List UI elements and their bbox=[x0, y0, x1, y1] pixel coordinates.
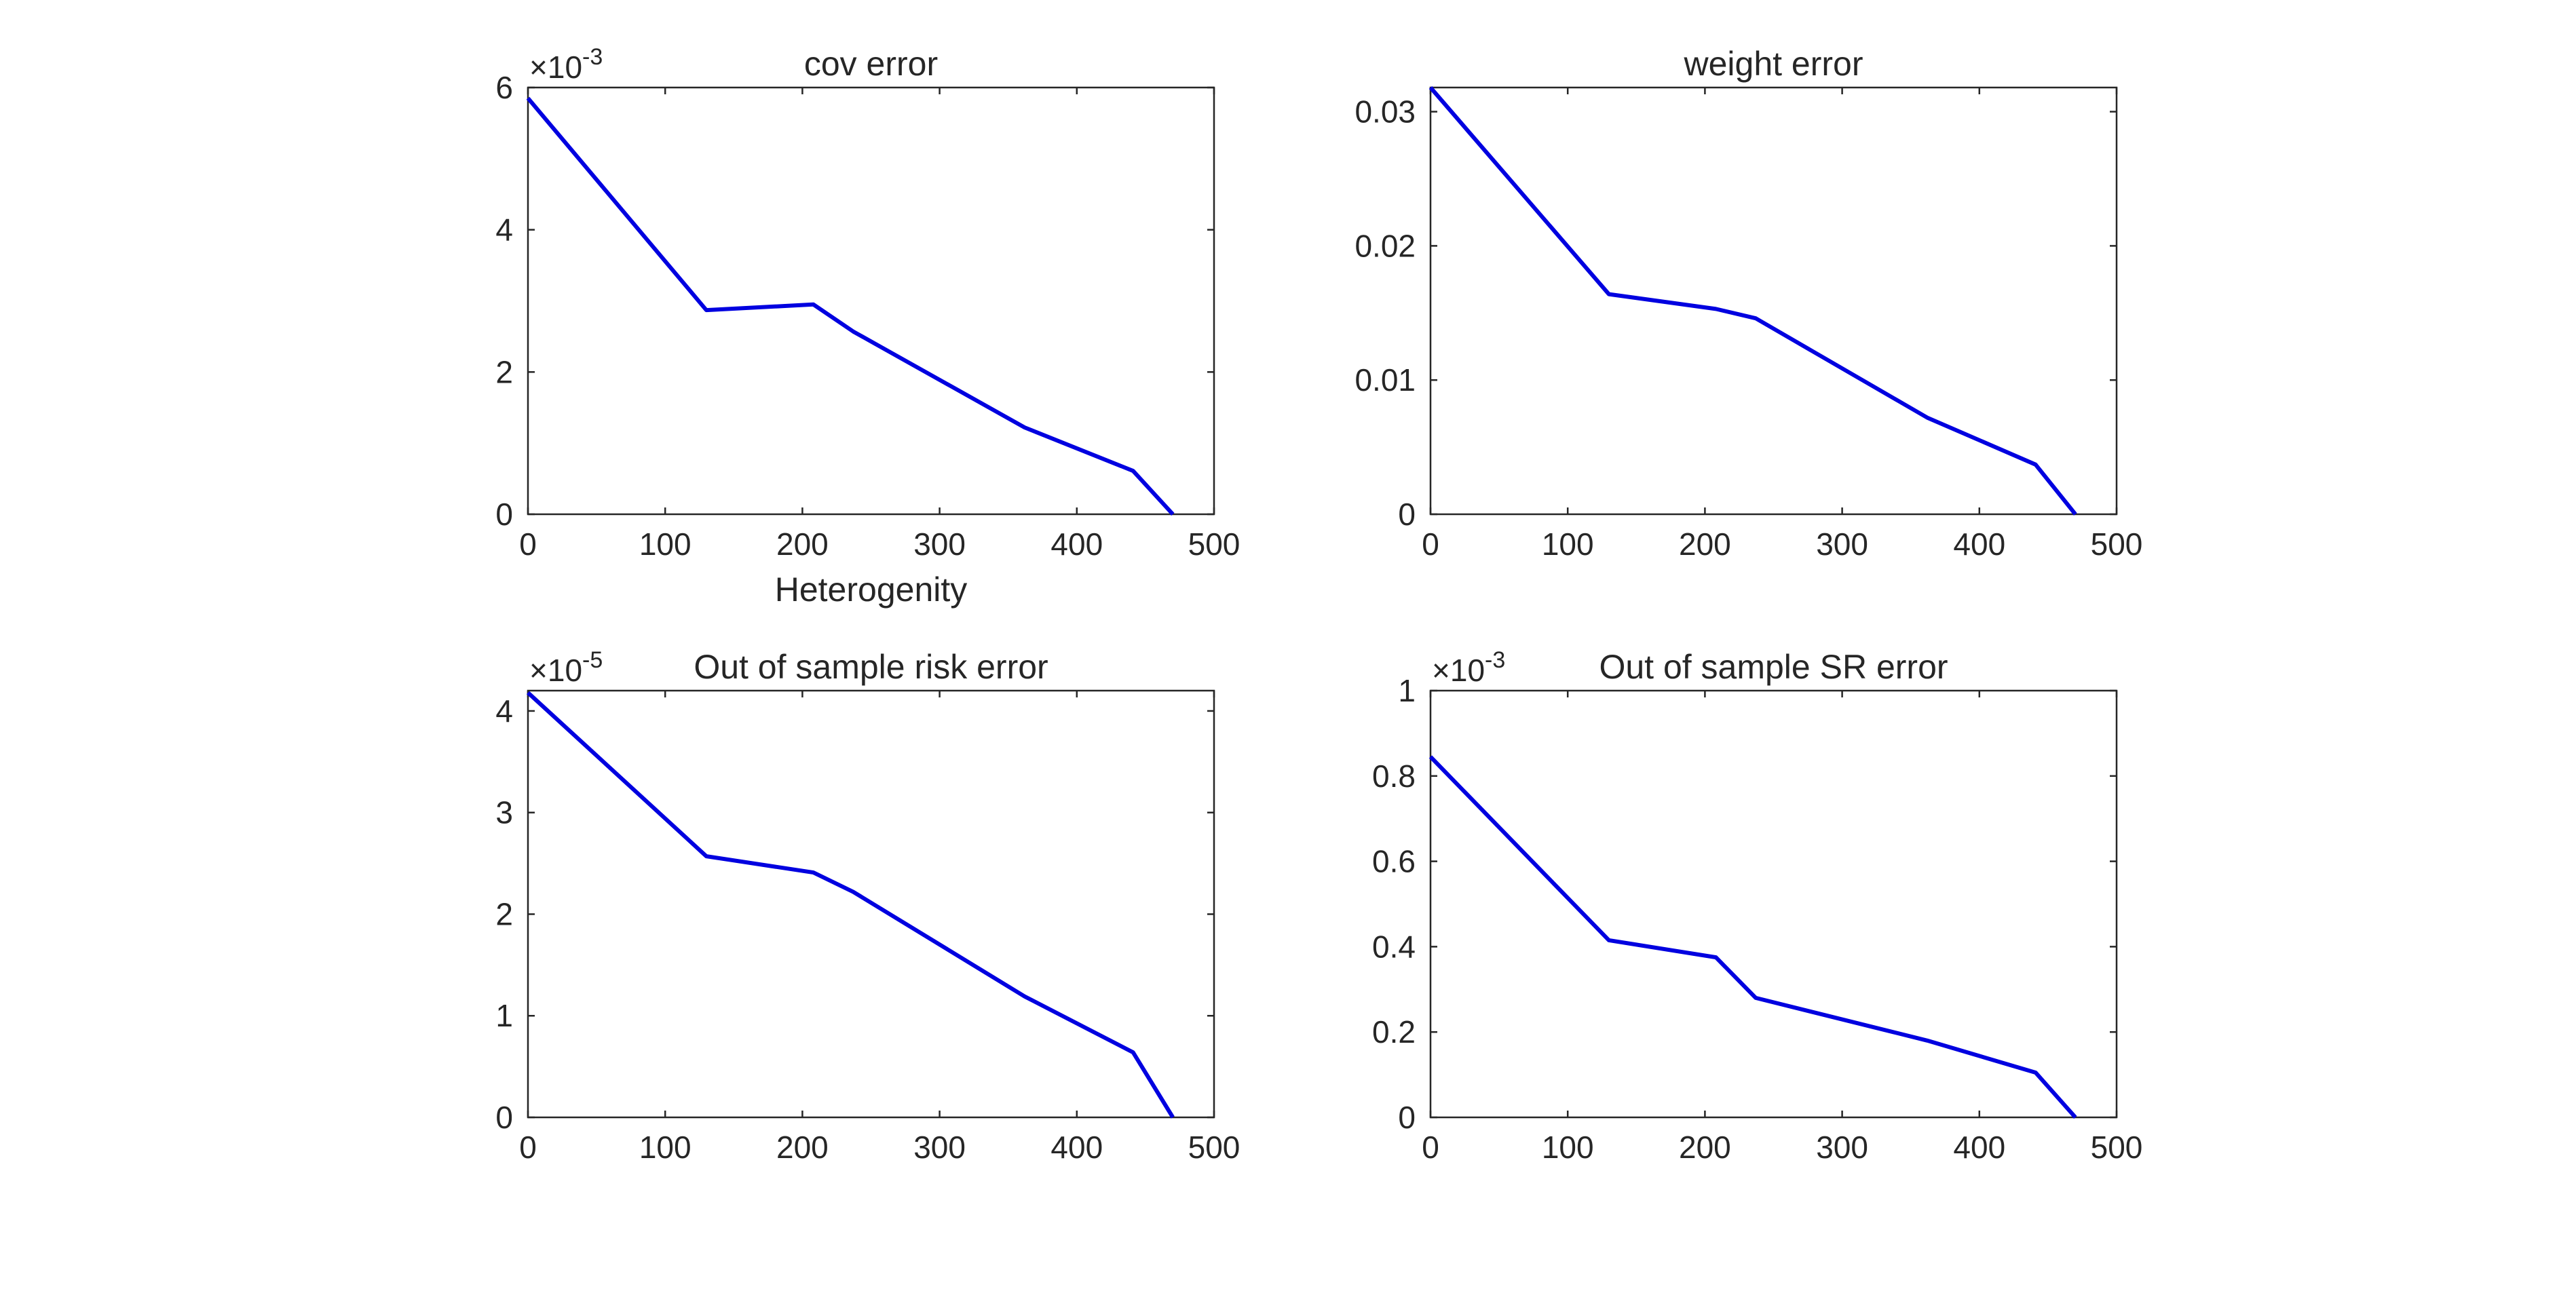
axes-box bbox=[1429, 86, 2118, 516]
x-tick-label: 400 bbox=[1050, 1130, 1103, 1165]
x-tick-label: 100 bbox=[1542, 526, 1594, 562]
axes-box bbox=[1429, 689, 2118, 1119]
x-tick-label: 500 bbox=[1188, 1130, 1240, 1165]
y-tick-label: 0.6 bbox=[1372, 844, 1416, 879]
y-tick-label: 0 bbox=[495, 1100, 513, 1135]
axis-multiplier: ×10-3 bbox=[1432, 647, 1505, 688]
x-tick-label: 400 bbox=[1953, 526, 2005, 562]
x-tick-label: 100 bbox=[639, 526, 692, 562]
x-tick-label: 200 bbox=[1679, 1130, 1731, 1165]
axis-multiplier: ×10-5 bbox=[529, 647, 603, 688]
y-tick-label: 1 bbox=[495, 998, 513, 1033]
chart-panel-4: 0 100 200 300 400 500 0 0.2 0.4 0.6 0.8 1 Out of sam… bbox=[1372, 647, 2142, 1165]
axis-multiplier-base: ×10 bbox=[529, 653, 582, 688]
chart-panel-1: 0 100 200 300 400 500 0 2 4 6 cov error ×10-3 Hetero… bbox=[495, 44, 1240, 609]
axis-multiplier-exponent: -5 bbox=[582, 647, 603, 673]
y-tick-label: 2 bbox=[495, 896, 513, 931]
x-tick-label: 200 bbox=[776, 526, 829, 562]
x-tick-label: 0 bbox=[1422, 1130, 1439, 1165]
y-tick-label: 0.4 bbox=[1372, 929, 1416, 964]
y-tick-label: 3 bbox=[495, 795, 513, 830]
x-tick-label: 0 bbox=[519, 1130, 537, 1165]
x-tick-label: 500 bbox=[2091, 1130, 2143, 1165]
chart-panel-2: 0 100 200 300 400 500 0 0.01 0.02 0.03 weight erro… bbox=[1355, 45, 2142, 562]
y-tick-label: 0 bbox=[1398, 1100, 1416, 1135]
x-tick-label: 300 bbox=[913, 526, 966, 562]
x-tick-label: 100 bbox=[639, 1130, 692, 1165]
chart-title: Out of sample SR error bbox=[1599, 648, 1948, 686]
axis-multiplier-exponent: -3 bbox=[582, 44, 603, 70]
y-tick-label: 0.02 bbox=[1355, 228, 1416, 263]
x-tick-label: 0 bbox=[1422, 526, 1439, 562]
x-tick-label: 400 bbox=[1953, 1130, 2005, 1165]
x-tick-label: 300 bbox=[1816, 1130, 1868, 1165]
y-tick-label: 0 bbox=[1398, 497, 1416, 532]
chart-title: weight error bbox=[1684, 45, 1863, 83]
y-tick-label: 4 bbox=[495, 212, 513, 248]
series-line-1 bbox=[1428, 755, 2077, 1119]
y-tick-label: 0.03 bbox=[1355, 94, 1416, 130]
axes-box bbox=[527, 86, 1215, 516]
y-tick-label: 0.8 bbox=[1372, 758, 1416, 794]
series-line-1 bbox=[526, 96, 1175, 516]
y-tick-label: 0.01 bbox=[1355, 362, 1416, 398]
axes-box bbox=[527, 689, 1215, 1119]
x-tick-label: 300 bbox=[913, 1130, 966, 1165]
x-tick-label: 300 bbox=[1816, 526, 1868, 562]
chart-title: Out of sample risk error bbox=[694, 648, 1048, 686]
axis-multiplier-base: ×10 bbox=[1432, 653, 1485, 688]
chart-title: cov error bbox=[804, 45, 938, 83]
series-line-1 bbox=[1428, 86, 2077, 516]
x-tick-label: 500 bbox=[1188, 526, 1240, 562]
axis-multiplier-base: ×10 bbox=[529, 50, 582, 85]
axis-multiplier-exponent: -3 bbox=[1485, 647, 1505, 673]
x-tick-label: 0 bbox=[519, 526, 537, 562]
y-tick-label: 2 bbox=[495, 354, 513, 389]
x-tick-label: 500 bbox=[2091, 526, 2143, 562]
y-tick-label: 0.2 bbox=[1372, 1014, 1416, 1050]
x-tick-label: 200 bbox=[1679, 526, 1731, 562]
series-line-1 bbox=[526, 691, 1175, 1119]
y-tick-label: 6 bbox=[495, 70, 513, 105]
x-tick-label: 100 bbox=[1542, 1130, 1594, 1165]
chart-panel-3: 0 100 200 300 400 500 0 1 2 3 4 Out of sample risk … bbox=[495, 647, 1240, 1165]
axis-multiplier: ×10-3 bbox=[529, 44, 603, 85]
y-tick-label: 1 bbox=[1398, 673, 1416, 708]
y-tick-label: 0 bbox=[495, 497, 513, 532]
x-tick-label: 400 bbox=[1050, 526, 1103, 562]
x-axis-label: Heterogenity bbox=[775, 571, 968, 609]
y-tick-label: 4 bbox=[495, 693, 513, 729]
x-tick-label: 200 bbox=[776, 1130, 829, 1165]
